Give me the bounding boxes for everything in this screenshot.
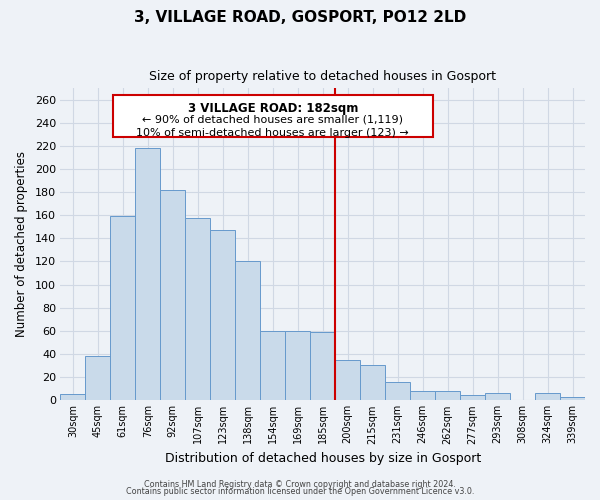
Bar: [310, 332, 335, 400]
Bar: [285, 330, 310, 400]
Text: 10% of semi-detached houses are larger (123) →: 10% of semi-detached houses are larger (…: [136, 128, 409, 138]
Bar: [335, 360, 360, 400]
Bar: [435, 391, 460, 400]
FancyBboxPatch shape: [113, 96, 433, 137]
Bar: [385, 382, 410, 400]
Bar: [160, 190, 185, 400]
Bar: [235, 262, 260, 400]
X-axis label: Distribution of detached houses by size in Gosport: Distribution of detached houses by size …: [164, 452, 481, 465]
Y-axis label: Number of detached properties: Number of detached properties: [15, 151, 28, 337]
Text: 3, VILLAGE ROAD, GOSPORT, PO12 2LD: 3, VILLAGE ROAD, GOSPORT, PO12 2LD: [134, 10, 466, 25]
Bar: [85, 356, 110, 400]
Bar: [185, 218, 210, 400]
Text: 3 VILLAGE ROAD: 182sqm: 3 VILLAGE ROAD: 182sqm: [188, 102, 358, 115]
Text: Contains HM Land Registry data © Crown copyright and database right 2024.: Contains HM Land Registry data © Crown c…: [144, 480, 456, 489]
Bar: [136, 148, 160, 400]
Text: ← 90% of detached houses are smaller (1,119): ← 90% of detached houses are smaller (1,…: [142, 115, 403, 125]
Bar: [560, 396, 585, 400]
Bar: [260, 330, 285, 400]
Bar: [535, 393, 560, 400]
Bar: [410, 391, 435, 400]
Bar: [61, 394, 85, 400]
Bar: [360, 366, 385, 400]
Bar: [110, 216, 136, 400]
Title: Size of property relative to detached houses in Gosport: Size of property relative to detached ho…: [149, 70, 496, 83]
Bar: [485, 393, 510, 400]
Bar: [210, 230, 235, 400]
Text: Contains public sector information licensed under the Open Government Licence v3: Contains public sector information licen…: [126, 487, 474, 496]
Bar: [460, 396, 485, 400]
